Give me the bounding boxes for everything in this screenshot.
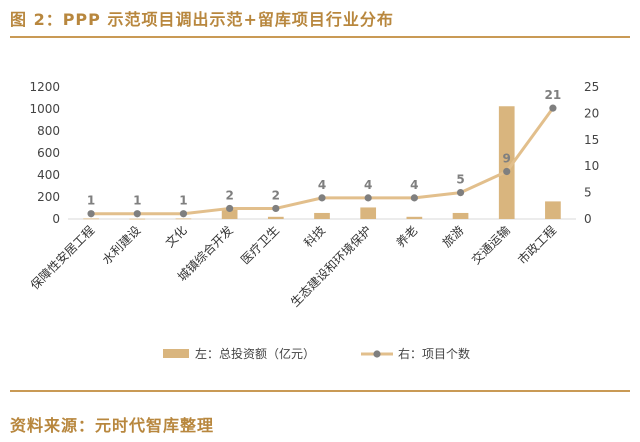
bar <box>314 212 330 219</box>
source-note: 资料来源：元时代智库整理 <box>10 416 215 435</box>
category-label: 生态建设和环境保护 <box>287 223 374 310</box>
bottom-rule <box>10 390 630 392</box>
legend-line-marker <box>373 350 381 358</box>
data-label: 5 <box>456 173 464 187</box>
y-left-tick-label: 1200 <box>29 80 60 94</box>
line-point <box>179 210 188 218</box>
data-label: 2 <box>225 188 233 202</box>
line-point <box>410 194 418 202</box>
figure-title: 图 2：PPP 示范项目调出示范+留库项目行业分布 <box>10 10 394 29</box>
bar <box>498 106 515 219</box>
category-label: 养老 <box>393 223 421 251</box>
data-label: 2 <box>272 188 280 202</box>
bars <box>83 106 561 220</box>
line-series <box>87 104 557 218</box>
labels: 1 1 1 2 2 4 4 4 5 9 21 <box>87 88 561 208</box>
bar <box>452 212 469 219</box>
y-right-tick-label: 5 <box>584 186 592 200</box>
data-label: 4 <box>410 178 418 192</box>
data-label: 1 <box>87 194 95 208</box>
line-point <box>318 194 326 202</box>
y-left-tick-label: 200 <box>37 190 60 204</box>
category-label: 水利建设 <box>100 223 144 267</box>
line-point <box>549 104 557 112</box>
line-point <box>87 210 95 218</box>
y-right-tick-label: 15 <box>584 133 599 147</box>
y-left-tick-label: 1000 <box>29 102 60 116</box>
bar <box>360 207 377 219</box>
legend-bar-label: 左：总投资额（亿元） <box>195 346 315 361</box>
bar <box>175 218 192 220</box>
data-label: 1 <box>133 194 141 208</box>
line-point <box>503 167 511 176</box>
category-label: 医疗卫生 <box>238 223 282 267</box>
y-right-tick-label: 10 <box>584 159 599 173</box>
bar <box>129 218 146 220</box>
y-left-tick-label: 800 <box>37 124 60 138</box>
line-point <box>272 204 280 213</box>
bar <box>406 216 423 219</box>
y-left-tick-label: 0 <box>52 212 60 226</box>
y-right-tick-label: 20 <box>584 106 599 120</box>
bar <box>545 201 561 219</box>
line-point <box>133 210 141 218</box>
line-point <box>364 194 372 202</box>
category-label: 市政工程 <box>514 223 559 268</box>
category-label: 旅游 <box>440 223 467 250</box>
line-point <box>456 189 465 197</box>
legend-line-label: 右：项目个数 <box>398 346 470 361</box>
bar <box>83 218 99 220</box>
legend: 左：总投资额（亿元） 右：项目个数 <box>163 346 470 361</box>
y-right-tick-label: 25 <box>584 80 599 94</box>
category-label: 保障性安居工程 <box>27 223 97 293</box>
top-rule <box>10 36 630 38</box>
data-label: 4 <box>364 178 372 192</box>
bar <box>221 208 238 219</box>
data-label: 9 <box>503 151 511 165</box>
legend-bar-swatch <box>163 349 189 358</box>
data-label: 1 <box>179 194 187 208</box>
y-left-tick-label: 600 <box>37 146 60 160</box>
y-right-tick-label: 0 <box>584 212 592 226</box>
category-label: 科技 <box>301 223 328 250</box>
data-label: 21 <box>545 88 562 102</box>
data-label: 4 <box>318 178 326 192</box>
bar <box>267 216 284 219</box>
line-point <box>226 204 234 213</box>
category-label: 交通运输 <box>468 223 513 268</box>
category-label: 文化 <box>162 223 190 251</box>
y-left-tick-label: 400 <box>37 168 60 182</box>
